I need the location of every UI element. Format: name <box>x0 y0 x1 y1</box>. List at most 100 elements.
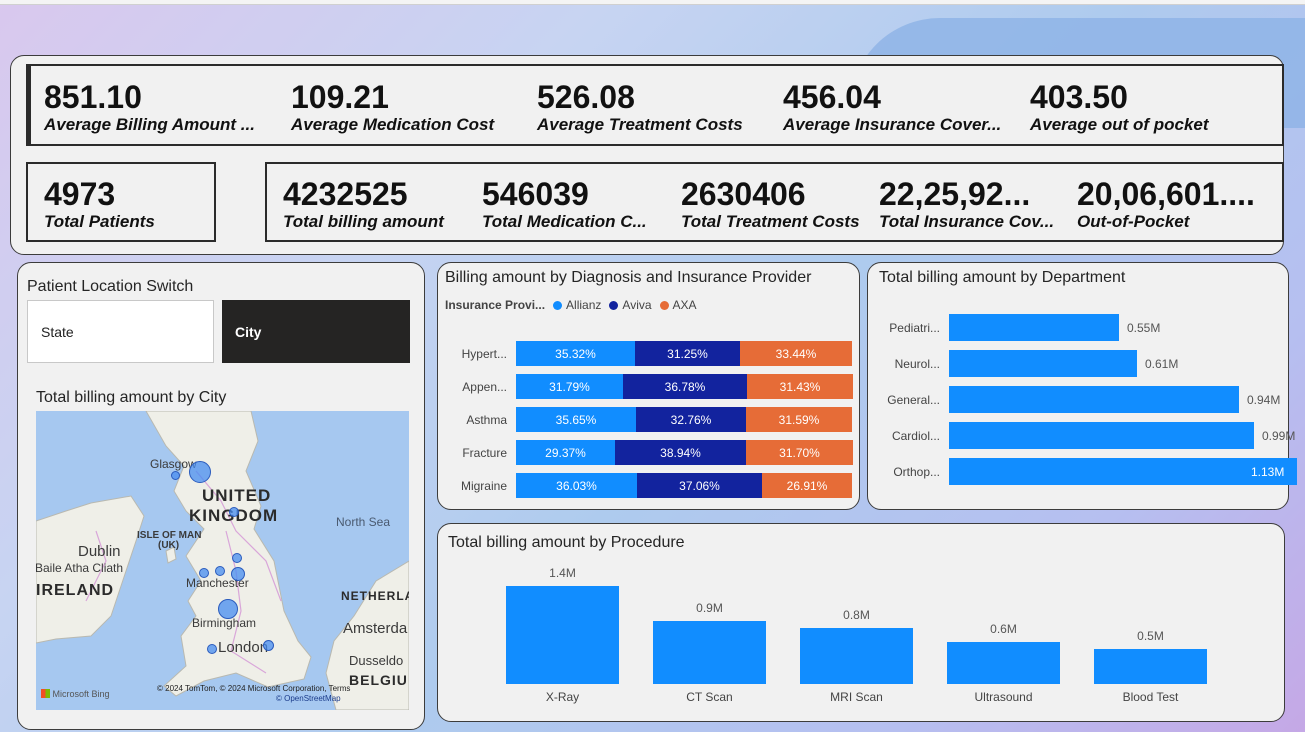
department-category-label: General... <box>887 393 940 407</box>
diagnosis-bar-data-label: 37.06% <box>679 478 720 493</box>
diagnosis-bar-segment-aviva[interactable]: 37.06% <box>637 473 762 498</box>
kpi-value: 20,06,601.... <box>1077 176 1255 212</box>
map-bubble-leeds[interactable] <box>232 553 242 563</box>
diagnosis-bar-data-label: 35.65% <box>555 412 597 427</box>
diagnosis-bar-data-label: 31.59% <box>778 412 820 427</box>
procedure-category-label: X-Ray <box>545 690 580 704</box>
diagnosis-bar-segment-allianz[interactable]: 35.32% <box>516 341 635 366</box>
department-bar[interactable] <box>949 458 1297 485</box>
kpi-label: Total Insurance Cov... <box>879 212 1055 231</box>
map-bubble-newcastle[interactable] <box>229 507 239 517</box>
map-label-north-sea: North Sea <box>336 515 391 529</box>
map-bubble-liverpool[interactable] <box>199 568 209 578</box>
diagnosis-bar-data-label: 36.03% <box>556 478 597 493</box>
map-label-netherlands: NETHERLA <box>341 589 409 603</box>
procedure-category-label: CT Scan <box>686 690 733 704</box>
diagnosis-bar-data-label: 31.43% <box>779 379 821 394</box>
diagnosis-chart-legend: Insurance Provi... Allianz Aviva AXA <box>445 298 697 312</box>
department-category-label: Cardiol... <box>891 429 940 443</box>
map-label-ireland: IRELAND <box>36 582 115 599</box>
diagnosis-bar-data-label: 31.79% <box>549 379 590 394</box>
map-label-uk: (UK) <box>158 540 180 551</box>
department-bar[interactable] <box>949 314 1119 341</box>
map-osm-attribution[interactable]: © OpenStreetMap <box>276 694 341 703</box>
kpi-value: 4232525 <box>283 176 408 212</box>
map-label-amsterdam: Amsterda <box>343 620 408 637</box>
procedure-category-label: Blood Test <box>1122 690 1179 704</box>
legend-dot-allianz <box>553 300 563 310</box>
map-label-dusseldorf: Dusseldo <box>349 653 404 668</box>
diagnosis-bar-segment-aviva[interactable]: 38.94% <box>615 440 746 465</box>
kpi-value: 851.10 <box>44 79 142 115</box>
diagnosis-bar-segment-allianz[interactable]: 35.65% <box>516 407 636 432</box>
windows-icon <box>41 689 50 698</box>
map-bubble-sheffield[interactable] <box>231 567 245 581</box>
kpi-value: 526.08 <box>537 79 635 115</box>
diagnosis-bar-segment-axa[interactable]: 33.44% <box>740 341 852 366</box>
diagnosis-category-label: Hypert... <box>461 347 507 361</box>
kpi-patients-box <box>26 162 216 242</box>
procedure-bar[interactable] <box>800 628 913 684</box>
map-label-belgium: BELGIU <box>349 672 408 688</box>
map-bubble-edinburgh[interactable] <box>171 471 180 480</box>
kpi-label: Total Treatment Costs <box>681 212 860 231</box>
procedure-data-label: 0.6M <box>990 622 1017 636</box>
kpi-value: 4973 <box>44 176 116 212</box>
procedure-bar[interactable] <box>653 621 766 684</box>
diagnosis-bar-segment-aviva[interactable]: 31.25% <box>635 341 740 366</box>
department-bar[interactable] <box>949 350 1137 377</box>
department-data-label: 0.94M <box>1247 393 1281 407</box>
map-bubble-manchester[interactable] <box>215 566 225 576</box>
legend-title: Insurance Provi... <box>445 298 546 312</box>
kpi-avg-treatment: 526.08 Average Treatment Costs <box>537 80 743 135</box>
department-bar[interactable] <box>949 422 1254 449</box>
kpi-row1-box <box>26 64 1284 146</box>
department-bar[interactable] <box>949 386 1239 413</box>
map-bubble-glasgow[interactable] <box>189 461 211 483</box>
city-map[interactable]: UNITED KINGDOM North Sea ISLE OF MAN (UK… <box>36 411 409 710</box>
kpi-value: 22,25,92... <box>879 176 1031 212</box>
map-label-united: UNITED <box>202 486 272 505</box>
diagnosis-bar-segment-axa[interactable]: 31.43% <box>747 374 853 399</box>
map-label-isle-of-man: ISLE OF MAN <box>137 530 202 541</box>
diagnosis-bar-data-label: 32.76% <box>670 412 712 427</box>
map-bubble-bristol[interactable] <box>207 644 217 654</box>
kpi-avg-medication: 109.21 Average Medication Cost <box>291 80 494 135</box>
diagnosis-bar-segment-aviva[interactable]: 36.78% <box>623 374 747 399</box>
slicer-title: Patient Location Switch <box>27 278 194 295</box>
kpi-label: Out-of-Pocket <box>1077 212 1190 231</box>
kpi-total-insurance: 22,25,92... Total Insurance Cov... <box>879 177 1054 232</box>
diagnosis-bar-segment-allianz[interactable]: 36.03% <box>516 473 637 498</box>
map-label-london: London <box>218 639 269 656</box>
procedure-category-label: Ultrasound <box>974 690 1033 704</box>
diagnosis-bar-segment-aviva[interactable]: 32.76% <box>636 407 746 432</box>
diagnosis-bar-segment-axa[interactable]: 26.91% <box>762 473 852 498</box>
map-bubble-london[interactable] <box>263 640 274 651</box>
diagnosis-bar-segment-allianz[interactable]: 31.79% <box>516 374 623 399</box>
department-data-label: 0.55M <box>1127 321 1161 335</box>
slicer-option-city[interactable]: City <box>222 300 410 363</box>
procedure-bar[interactable] <box>506 586 619 684</box>
diagnosis-bar-segment-axa[interactable]: 31.59% <box>746 407 852 432</box>
kpi-value: 456.04 <box>783 79 881 115</box>
legend-label-aviva: Aviva <box>622 298 652 312</box>
department-category-label: Orthop... <box>893 465 940 479</box>
diagnosis-bar-data-label: 31.70% <box>779 445 820 460</box>
map-label-dublin: Dublin <box>78 543 121 560</box>
procedure-bar[interactable] <box>947 642 1060 684</box>
diagnosis-bar-segment-axa[interactable]: 31.70% <box>746 440 853 465</box>
diagnosis-bar-segment-allianz[interactable]: 29.37% <box>516 440 615 465</box>
slicer-option-state[interactable]: State <box>27 300 214 363</box>
map-bubble-birmingham[interactable] <box>218 599 238 619</box>
map-label-baile-atha-cliath: Baile Atha Cliath <box>36 561 124 575</box>
kpi-out-of-pocket: 20,06,601.... Out-of-Pocket <box>1077 177 1255 232</box>
procedure-data-label: 1.4M <box>549 566 576 580</box>
procedure-data-label: 0.8M <box>843 608 870 622</box>
map-land <box>36 411 409 710</box>
kpi-label: Average out of pocket <box>1030 115 1209 134</box>
kpi-label: Total billing amount <box>283 212 444 231</box>
kpi-total-medication: 546039 Total Medication C... <box>482 177 647 232</box>
kpi-label: Average Billing Amount ... <box>44 115 255 134</box>
procedure-bar[interactable] <box>1094 649 1207 684</box>
map-attribution[interactable]: © 2024 TomTom, © 2024 Microsoft Corporat… <box>157 684 351 693</box>
